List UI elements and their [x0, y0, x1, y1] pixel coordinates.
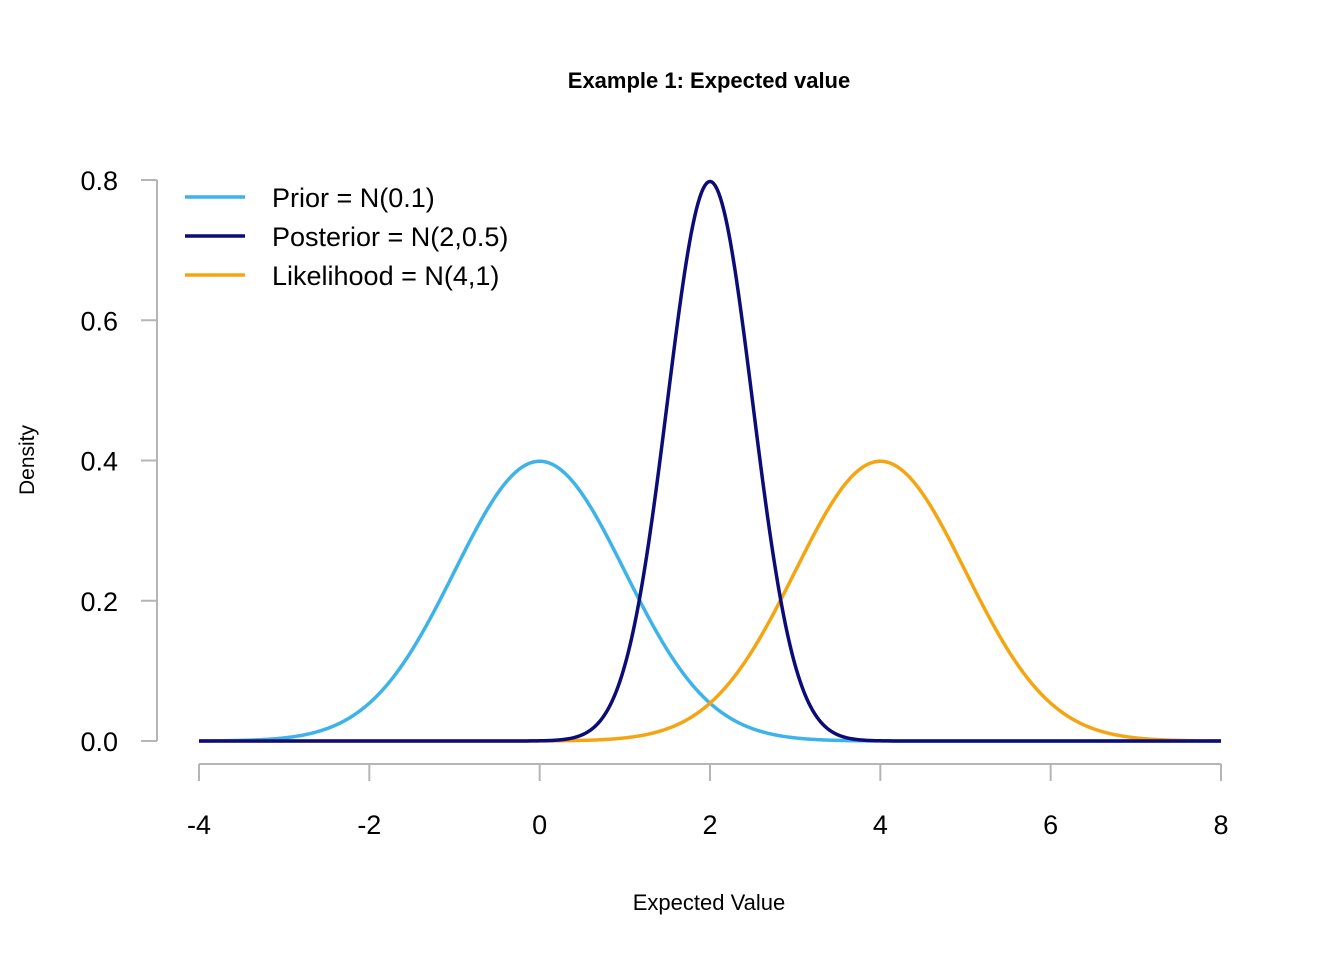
x-tick-label: 6 [1043, 810, 1058, 840]
y-tick-label: 0.4 [80, 447, 118, 477]
chart-title: Example 1: Expected value [568, 68, 850, 93]
y-tick-label: 0.8 [80, 166, 118, 196]
x-tick-label: -4 [187, 810, 211, 840]
x-tick-label: 8 [1213, 810, 1228, 840]
y-tick-label: 0.6 [80, 306, 118, 336]
x-tick-label: 2 [702, 810, 717, 840]
legend-label-posterior: Posterior = N(2,0.5) [272, 222, 508, 252]
x-tick-label: -2 [357, 810, 381, 840]
x-tick-label: 0 [532, 810, 547, 840]
legend: Prior = N(0.1) Posterior = N(2,0.5) Likeli… [185, 183, 508, 291]
likelihood-curve [198, 459, 1222, 743]
y-tick-label: 0.0 [80, 727, 118, 757]
plot-area [198, 179, 1222, 743]
y-axis: 0.0 0.2 0.4 0.6 0.8 [80, 166, 158, 757]
prior-curve [198, 459, 1222, 743]
posterior-curve [198, 179, 1222, 743]
legend-label-prior: Prior = N(0.1) [272, 183, 435, 213]
x-tick-label: 4 [873, 810, 888, 840]
y-tick-label: 0.2 [80, 587, 118, 617]
legend-label-likelihood: Likelihood = N(4,1) [272, 261, 499, 291]
x-axis-label: Expected Value [633, 890, 785, 915]
x-axis: -4 -2 0 2 4 6 8 [187, 763, 1229, 840]
y-axis-label: Density [16, 424, 39, 495]
